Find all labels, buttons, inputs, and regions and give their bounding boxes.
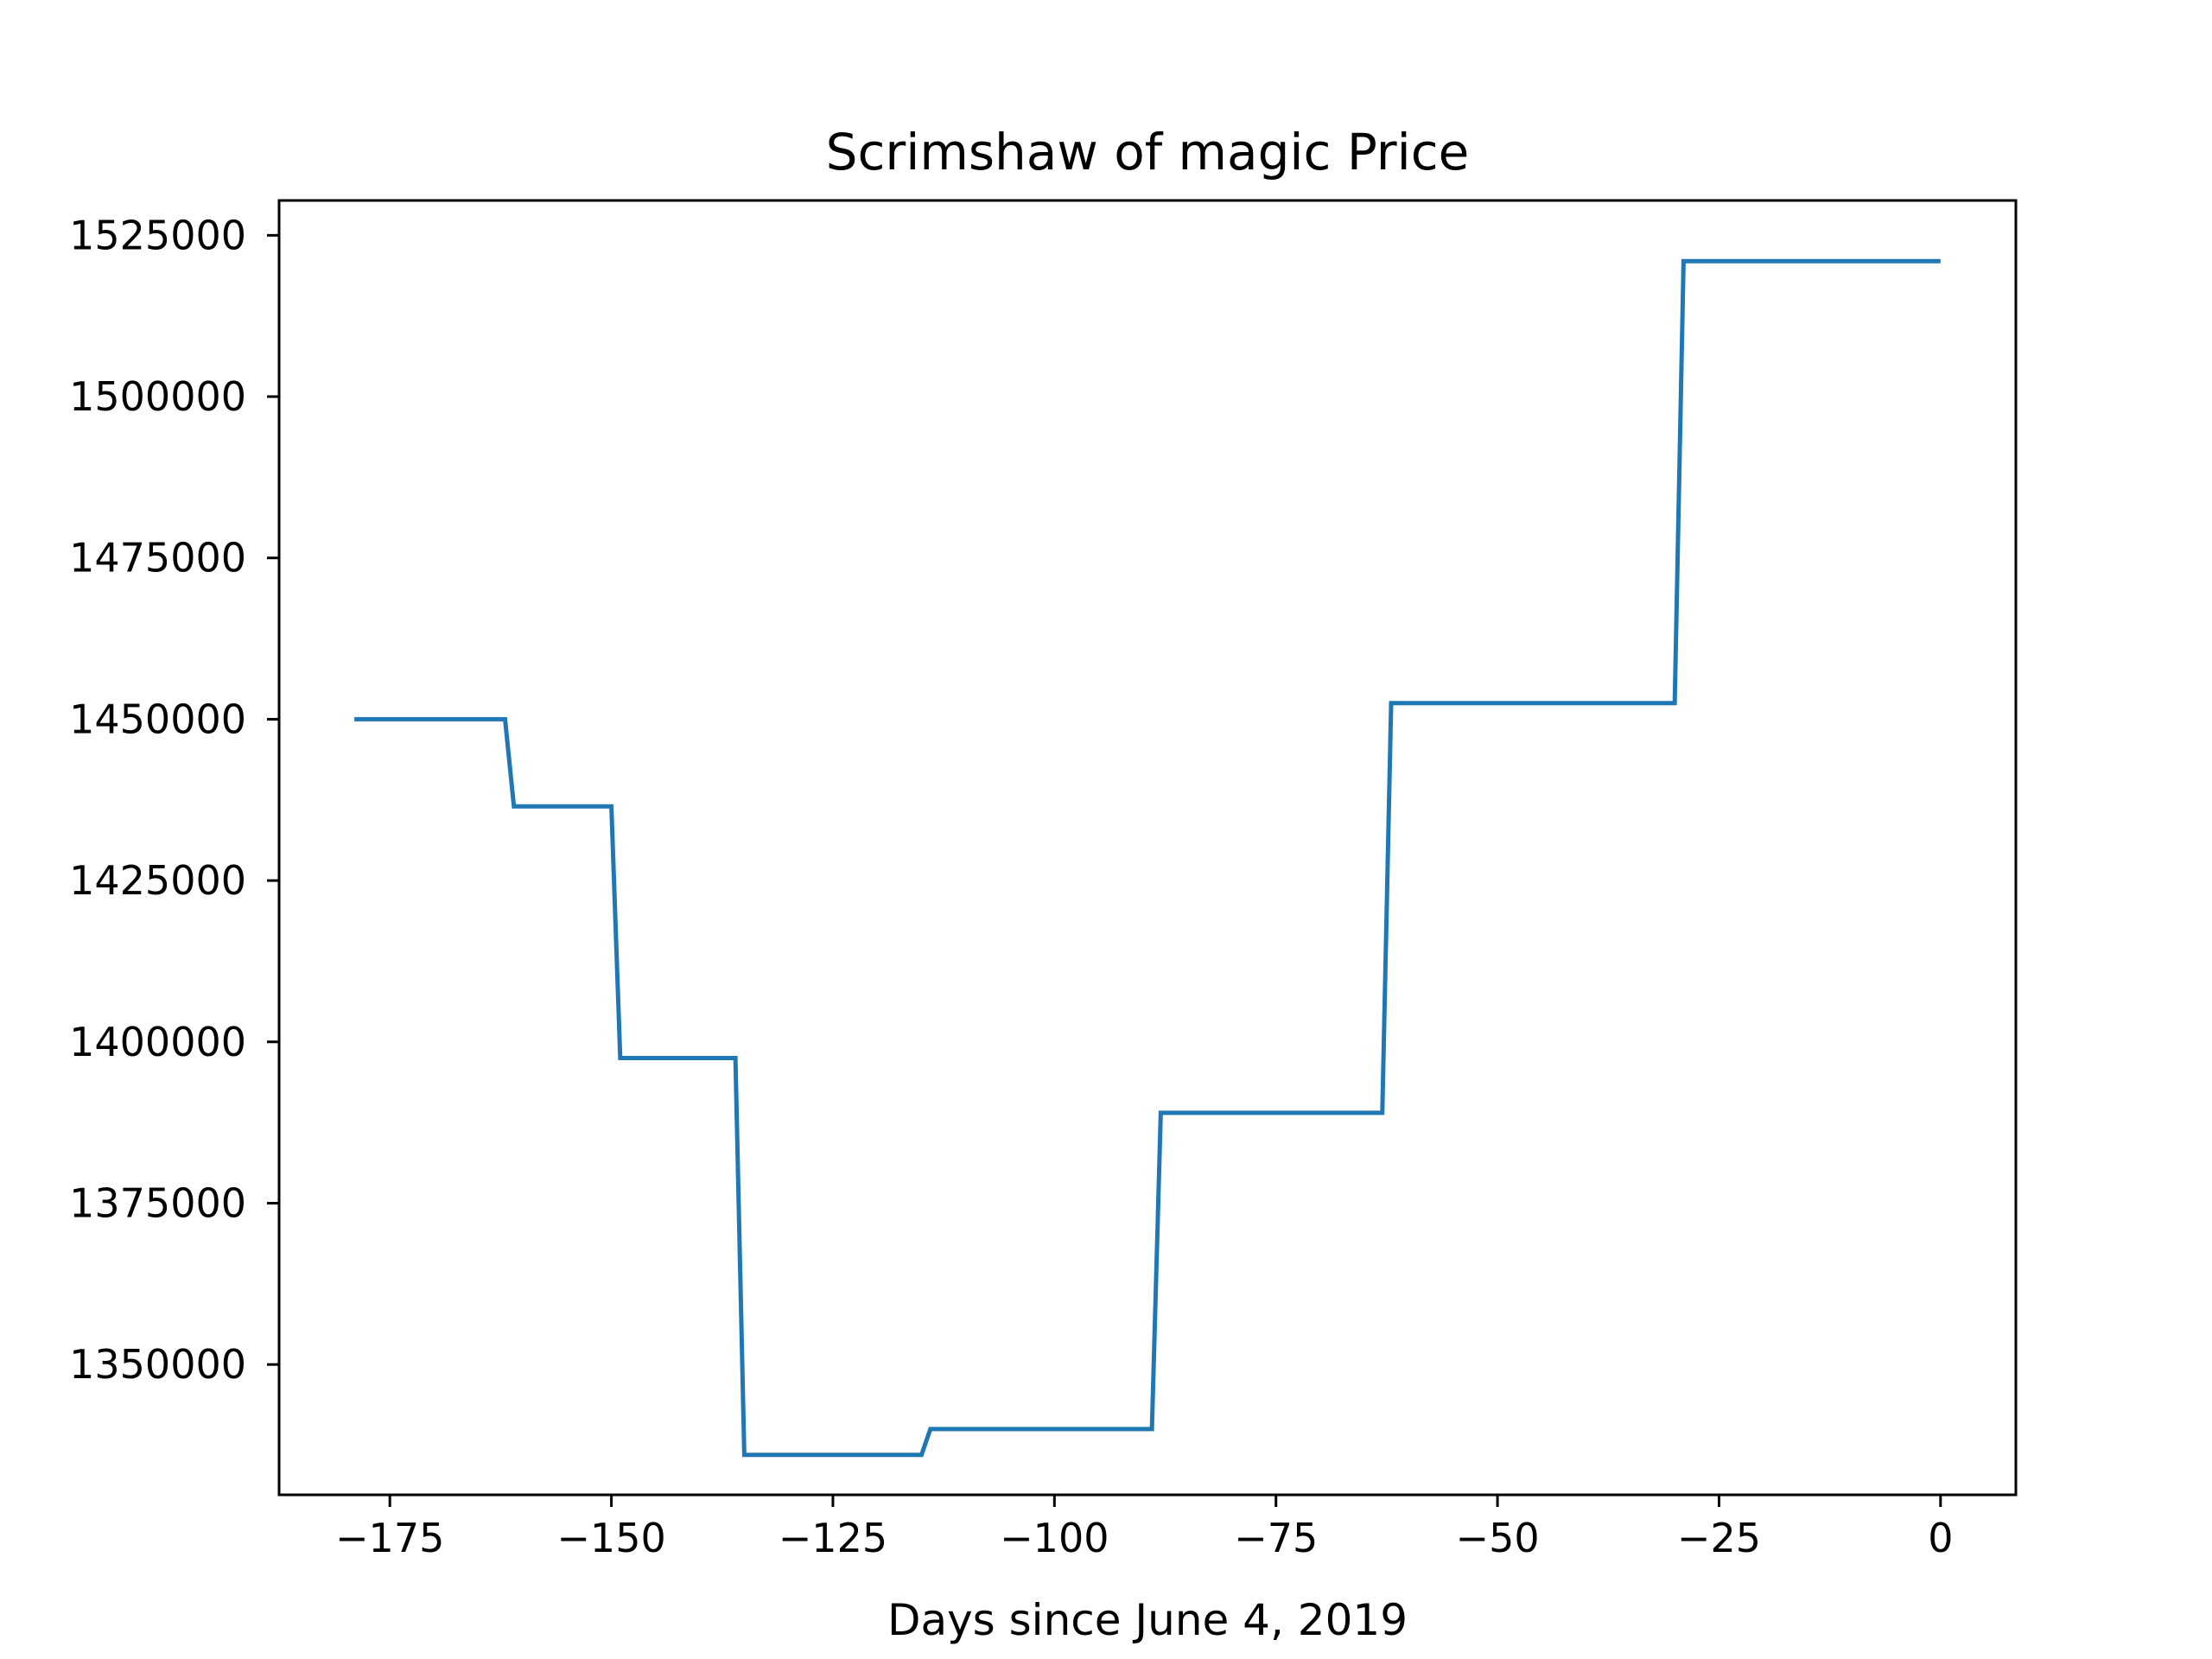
x-tick-label: 0	[1928, 1515, 1953, 1561]
plot-area	[279, 200, 2016, 1495]
x-tick-label: −75	[1234, 1515, 1318, 1561]
y-tick-label: 1525000	[69, 212, 246, 258]
x-tick-label: −175	[335, 1515, 444, 1561]
y-tick-label: 1450000	[69, 696, 246, 742]
x-tick-label: −100	[1000, 1515, 1109, 1561]
chart-title: Scrimshaw of magic Price	[826, 123, 1470, 181]
y-tick-label: 1500000	[69, 373, 246, 420]
price-series-line	[354, 258, 1941, 1458]
y-tick-label: 1475000	[69, 535, 246, 582]
x-axis-label: Days since June 4, 2019	[887, 1595, 1408, 1645]
x-tick-label: −150	[556, 1515, 665, 1561]
y-tick-label: 1425000	[69, 857, 246, 904]
plot-background	[279, 200, 2016, 1495]
y-tick-label: 1350000	[69, 1341, 246, 1388]
x-tick-label: −50	[1456, 1515, 1540, 1561]
x-axis-ticks: −175 −150 −125 −100 −75 −50 −25 0	[335, 1495, 1953, 1561]
plot-frame	[277, 199, 2018, 1497]
y-axis-ticks: 1350000 1375000 1400000 1425000 1450000 14750…	[69, 212, 279, 1388]
y-tick-label: 1375000	[69, 1179, 246, 1226]
x-tick-label: −125	[779, 1515, 887, 1561]
y-tick-label: 1400000	[69, 1019, 246, 1065]
x-tick-label: −25	[1677, 1515, 1761, 1561]
